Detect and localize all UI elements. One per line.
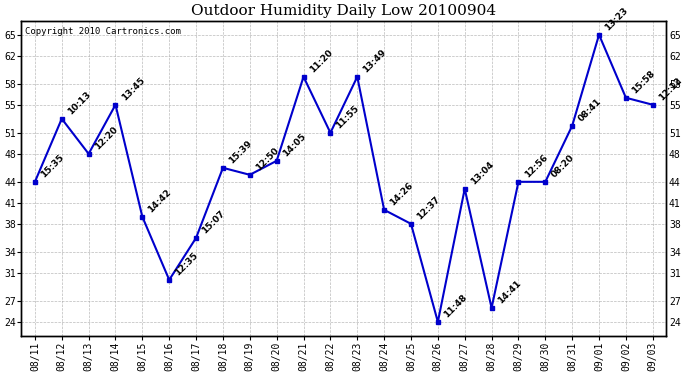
Text: 11:55: 11:55	[335, 104, 361, 130]
Text: 12:50: 12:50	[254, 146, 281, 172]
Text: 15:58: 15:58	[630, 68, 657, 95]
Text: 10:13: 10:13	[66, 90, 92, 116]
Text: 14:41: 14:41	[495, 278, 522, 305]
Text: 13:23: 13:23	[603, 5, 630, 32]
Text: 14:42: 14:42	[146, 187, 173, 214]
Text: 08:41: 08:41	[576, 96, 603, 123]
Title: Outdoor Humidity Daily Low 20100904: Outdoor Humidity Daily Low 20100904	[191, 4, 496, 18]
Text: 12:37: 12:37	[415, 194, 442, 221]
Text: Copyright 2010 Cartronics.com: Copyright 2010 Cartronics.com	[25, 27, 181, 36]
Text: 15:35: 15:35	[39, 152, 66, 179]
Text: 11:20: 11:20	[308, 48, 334, 74]
Text: 14:26: 14:26	[388, 180, 415, 207]
Text: 13:45: 13:45	[119, 75, 146, 102]
Text: 13:49: 13:49	[362, 47, 388, 74]
Text: 12:56: 12:56	[522, 152, 549, 179]
Text: 12:20: 12:20	[92, 124, 119, 151]
Text: 13:04: 13:04	[469, 159, 495, 186]
Text: 12:12: 12:12	[657, 75, 684, 102]
Text: 11:48: 11:48	[442, 292, 469, 319]
Text: 08:20: 08:20	[549, 153, 576, 179]
Text: 12:35: 12:35	[173, 251, 200, 277]
Text: 14:05: 14:05	[281, 131, 308, 158]
Text: 15:07: 15:07	[200, 209, 227, 235]
Text: 15:39: 15:39	[227, 138, 254, 165]
